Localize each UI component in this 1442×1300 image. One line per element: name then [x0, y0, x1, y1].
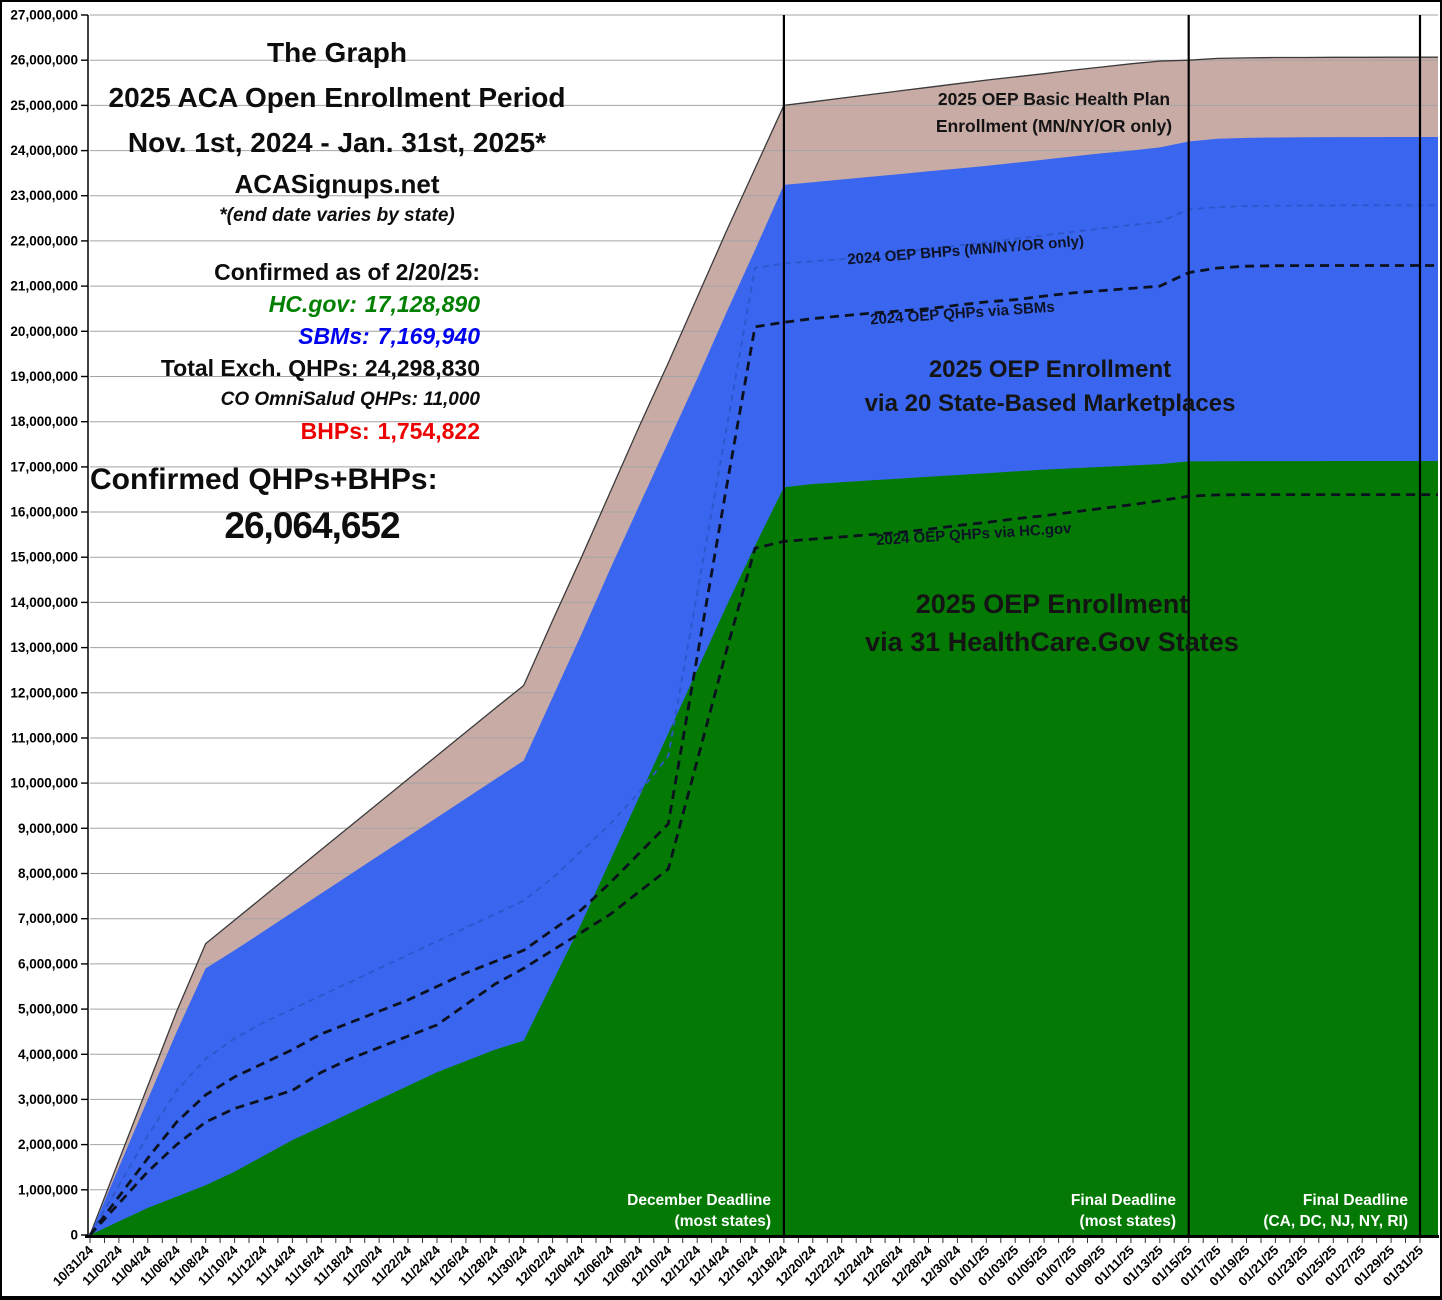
- chart-date-range: Nov. 1st, 2024 - Jan. 31st, 2025*: [127, 127, 547, 158]
- stat-omnisalud: CO OmniSalud QHPs: 11,000: [62, 384, 480, 415]
- dashed-line-sbm-2024: [88, 264, 1438, 1236]
- final-deadline-ca-label: Final Deadline (CA, DC, NJ, NY, RI): [1263, 1190, 1408, 1232]
- chart-title: The Graph: [266, 37, 407, 68]
- y-tick-label: 5,000,000: [18, 1002, 78, 1017]
- stat-total-qhps-value: 24,298,830: [364, 355, 480, 381]
- y-tick-label: 20,000,000: [10, 324, 78, 339]
- title-block: The Graph 2025 ACA Open Enrollment Perio…: [57, 30, 617, 228]
- final-deadline-most-label-line1: Final Deadline: [1070, 1192, 1176, 1209]
- bhp-area-label: 2025 OEP Basic Health Plan Enrollment (M…: [854, 86, 1254, 140]
- y-tick-label: 4,000,000: [18, 1047, 78, 1062]
- stat-hcgov: HC.gov: 17,128,890: [62, 288, 480, 320]
- stat-sbms: SBMs: 7,169,940: [62, 320, 480, 352]
- stat-omnisalud-label: CO OmniSalud QHPs:: [220, 389, 419, 410]
- y-tick-label: 27,000,000: [10, 8, 78, 23]
- y-tick-label: 19,000,000: [10, 369, 78, 384]
- stat-bhps: BHPs: 1,754,822: [62, 415, 480, 447]
- y-tick-label: 7,000,000: [18, 911, 78, 926]
- confirmed-total-value: 26,064,652: [224, 505, 400, 546]
- deadline-lines: [782, 15, 1422, 1235]
- y-tick-label: 24,000,000: [10, 143, 78, 158]
- end-date-note: *(end date varies by state): [219, 205, 455, 226]
- december-deadline-label: December Deadline (most states): [627, 1190, 771, 1232]
- y-tick-label: 14,000,000: [10, 595, 78, 610]
- stat-hcgov-label: HC.gov:: [268, 291, 357, 317]
- y-tick-label: 0: [70, 1228, 78, 1243]
- y-tick-label: 9,000,000: [18, 821, 78, 836]
- y-tick-label: 10,000,000: [10, 776, 78, 791]
- y-tick-label: 25,000,000: [10, 98, 78, 113]
- y-tick-label: 13,000,000: [10, 640, 78, 655]
- site-credit: ACASignups.net: [234, 169, 440, 199]
- final-deadline-ca-label-line2: (CA, DC, NJ, NY, RI): [1263, 1213, 1408, 1230]
- y-axis-labels: 0 1,000,000 2,000,000 3,000,000 4,000,000 5,0…: [10, 8, 78, 1243]
- stat-sbms-label: SBMs:: [298, 323, 370, 349]
- y-tick-label: 23,000,000: [10, 188, 78, 203]
- y-tick-label: 22,000,000: [10, 233, 78, 248]
- stat-bhps-value: 1,754,822: [377, 418, 480, 444]
- y-tick-label: 17,000,000: [10, 459, 78, 474]
- y-tick-label: 11,000,000: [11, 731, 78, 746]
- area-hcgov-2025: [90, 461, 1438, 1235]
- stat-total-qhps: Total Exch. QHPs: 24,298,830: [62, 352, 480, 384]
- sbm-area-label-line2: via 20 State-Based Marketplaces: [864, 390, 1236, 417]
- stat-hcgov-value: 17,128,890: [364, 291, 480, 317]
- final-deadline-ca-label-line1: Final Deadline: [1302, 1192, 1408, 1209]
- sbm-area-label: 2025 OEP Enrollment via 20 State-Based M…: [772, 353, 1328, 421]
- y-tick-label: 12,000,000: [10, 685, 78, 700]
- chart-subtitle: 2025 ACA Open Enrollment Period: [108, 82, 566, 113]
- bhp-area-label-line2: Enrollment (MN/NY/OR only): [935, 116, 1173, 136]
- final-deadline-most-label-line2: (most states): [1079, 1213, 1176, 1230]
- dashed-line-hcgov-2024: [88, 493, 1438, 1236]
- y-tick-label: 1,000,000: [18, 1182, 78, 1197]
- y-tick-label: 8,000,000: [18, 866, 78, 881]
- y-tick-label: 18,000,000: [10, 414, 78, 429]
- stat-total-qhps-label: Total Exch. QHPs:: [160, 355, 359, 381]
- bhp-area-label-line1: 2025 OEP Basic Health Plan: [937, 89, 1171, 109]
- confirmed-total-heading: Confirmed QHPs+BHPs:: [90, 463, 438, 496]
- stat-omnisalud-value: 11,000: [423, 389, 480, 410]
- axes: [81, 14, 1439, 1243]
- hcgov-area-label: 2025 OEP Enrollment via 31 HealthCare.Go…: [747, 585, 1357, 661]
- hcgov-area-label-line1: 2025 OEP Enrollment: [915, 589, 1189, 619]
- y-tick-label: 3,000,000: [18, 1092, 78, 1107]
- final-deadline-most-label: Final Deadline (most states): [1071, 1190, 1176, 1232]
- stats-block: Confirmed as of 2/20/25: HC.gov: 17,128,8…: [62, 256, 480, 447]
- stat-bhps-label: BHPs:: [300, 418, 370, 444]
- y-tick-label: 6,000,000: [18, 956, 78, 971]
- hcgov-area-label-line2: via 31 HealthCare.Gov States: [865, 627, 1239, 657]
- y-tick-label: 26,000,000: [10, 53, 78, 68]
- y-tick-label: 16,000,000: [10, 505, 78, 520]
- sbm-area-label-line1: 2025 OEP Enrollment: [928, 356, 1172, 383]
- stats-heading: Confirmed as of 2/20/25:: [214, 259, 480, 285]
- stat-sbms-value: 7,169,940: [377, 323, 480, 349]
- dashed-line-bhp-2024: [89, 204, 1438, 1236]
- bhp-area-outline: [89, 56, 1438, 1236]
- y-tick-label: 15,000,000: [10, 550, 78, 565]
- december-deadline-label-line1: December Deadline: [627, 1192, 771, 1209]
- december-deadline-label-line2: (most states): [674, 1213, 771, 1230]
- y-tick-label: 21,000,000: [10, 279, 78, 294]
- y-tick-label: 2,000,000: [18, 1137, 78, 1152]
- x-axis-labels: 10/31/2411/02/2411/04/2411/06/2411/08/24…: [50, 1242, 1426, 1289]
